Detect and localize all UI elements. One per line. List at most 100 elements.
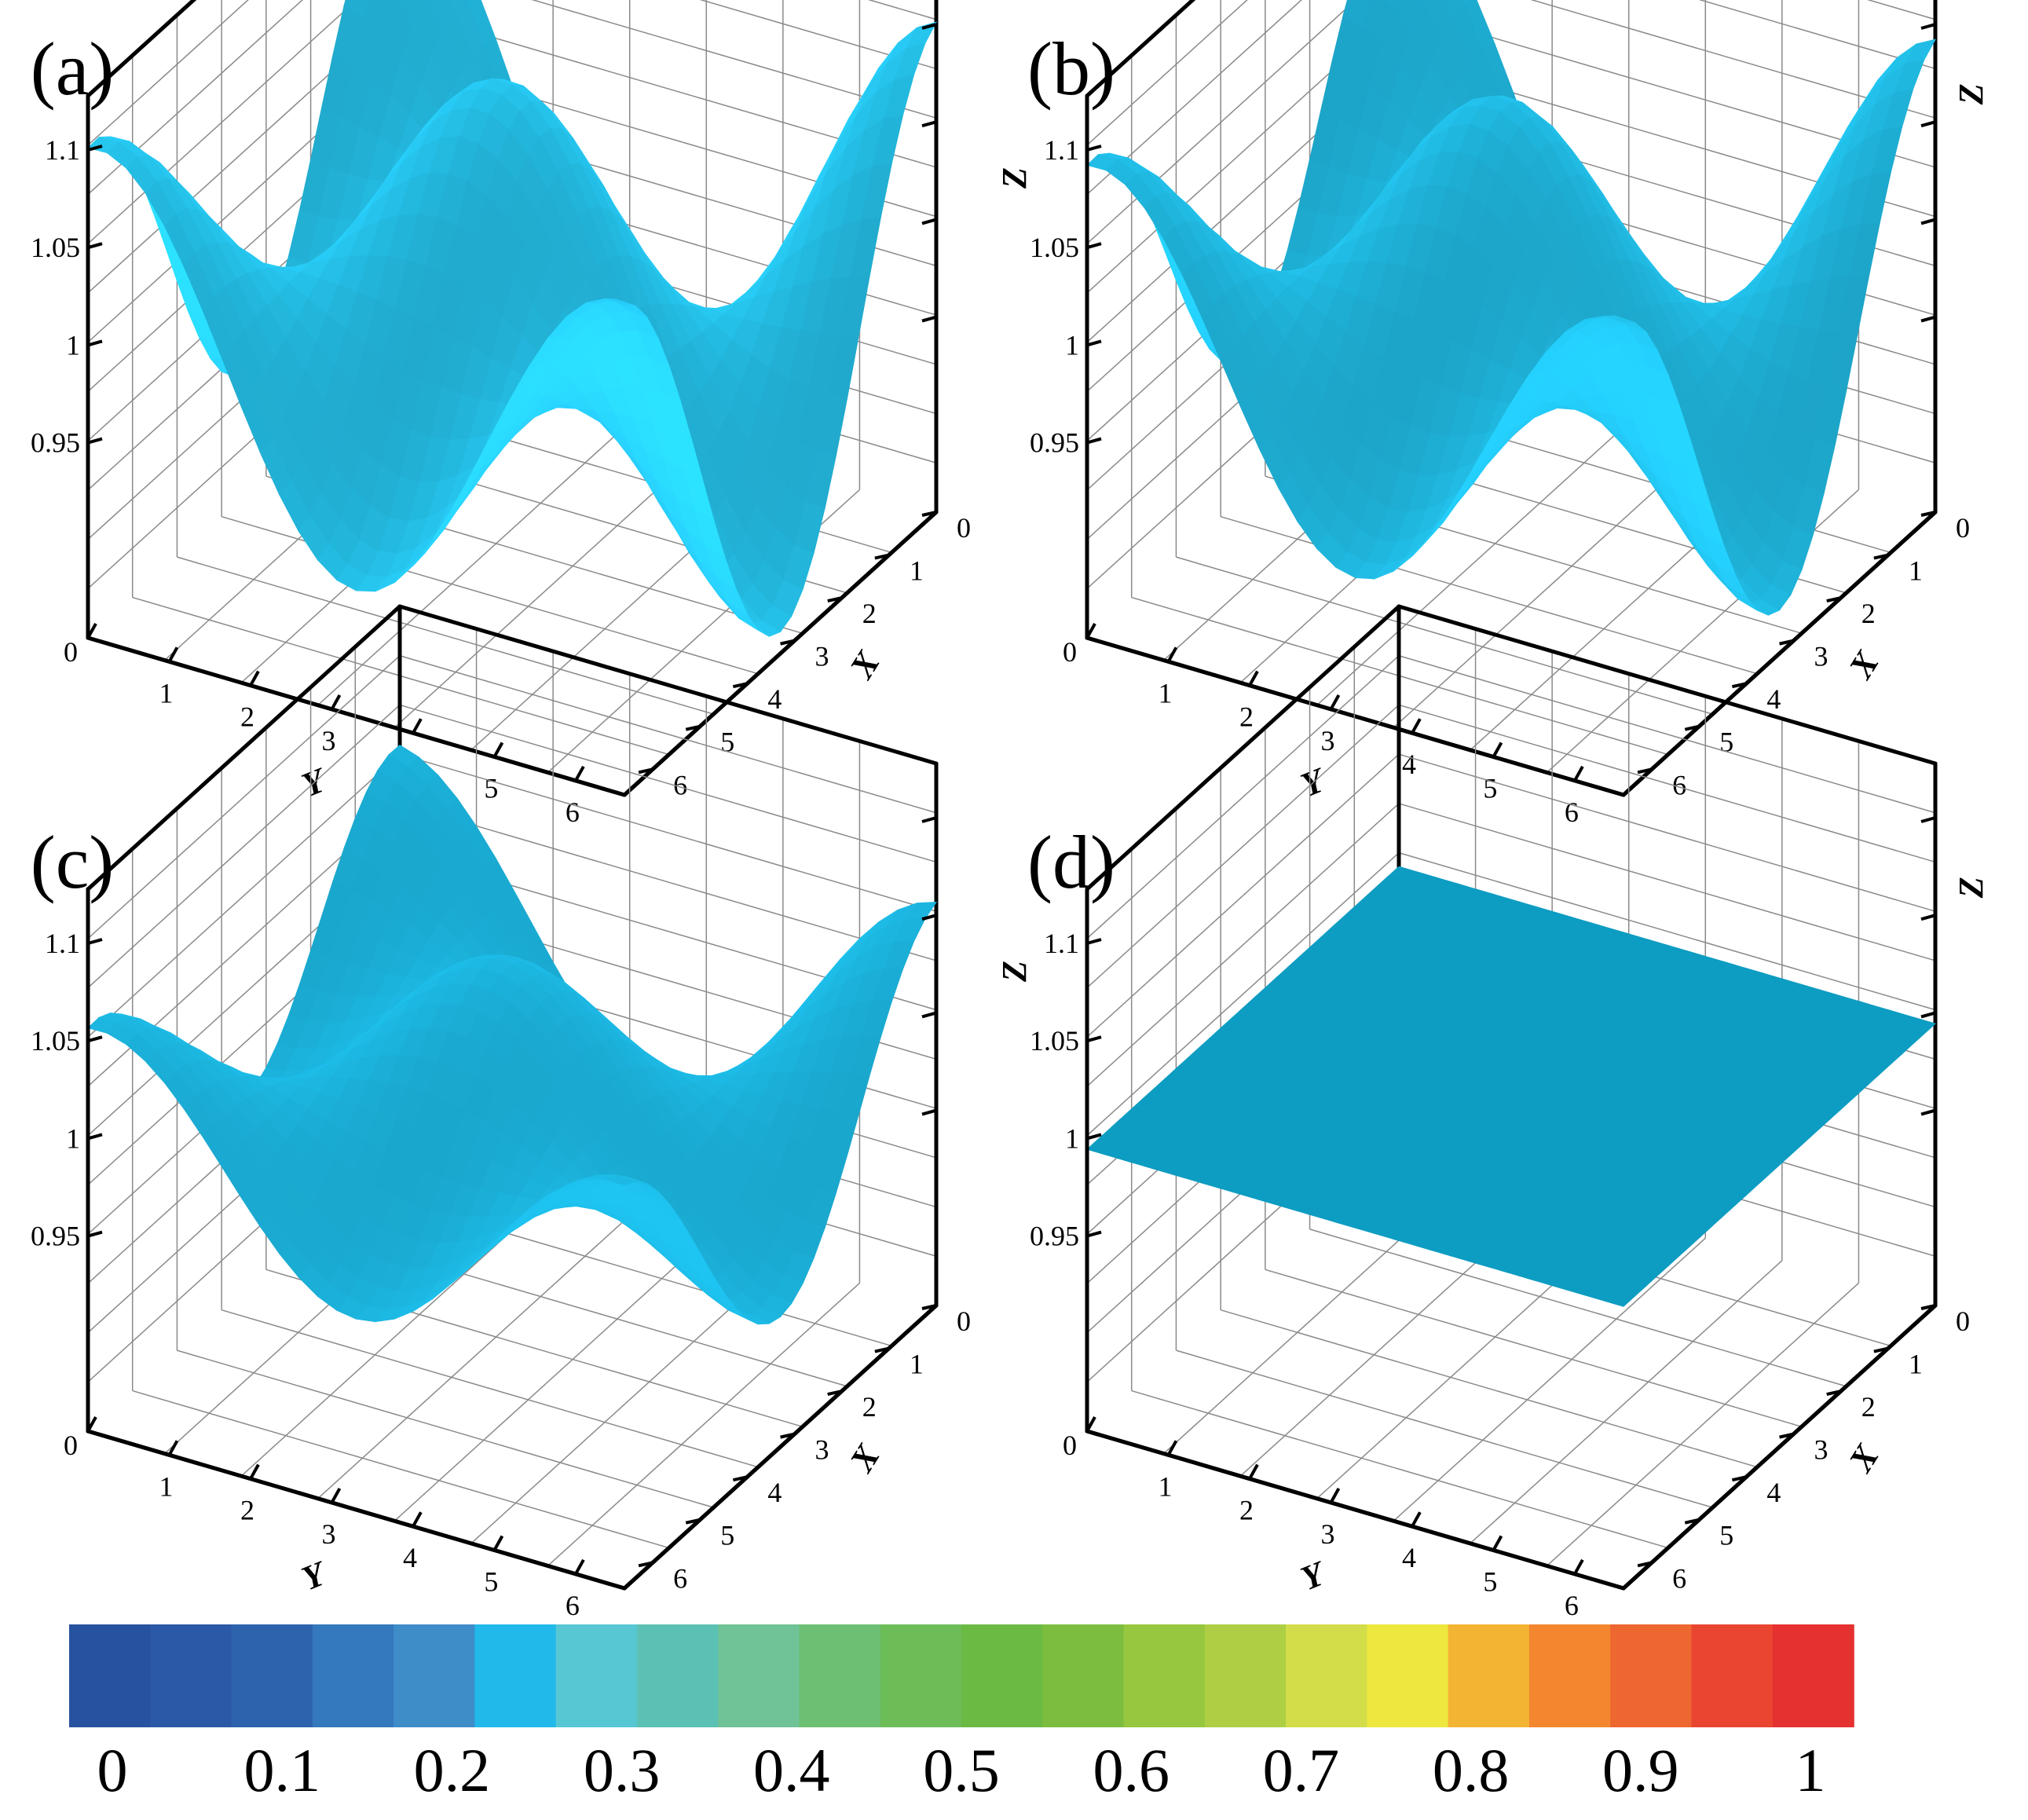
- x-tick-mark: [732, 682, 748, 689]
- z-tick-mark: [87, 339, 103, 347]
- x-tick-mark: [685, 1518, 701, 1525]
- x-tick-label: 2: [1861, 1391, 1876, 1423]
- z-tick-label: 1.1: [45, 928, 80, 959]
- y-tick-mark: [249, 1463, 260, 1480]
- z-tick-label: 0.95: [1030, 1221, 1079, 1252]
- y-tick-mark: [1085, 623, 1096, 639]
- grid-line: [1398, 803, 1936, 961]
- z-axis-title: Z: [995, 961, 1034, 983]
- x-tick-label: 0: [1956, 512, 1970, 544]
- z-tick-label: 1.1: [1044, 928, 1079, 959]
- x-tick-mark: [780, 639, 795, 646]
- axis-line: [86, 1429, 627, 1591]
- y-axis-title: Y: [1295, 1553, 1332, 1598]
- colorbar-segment: [69, 1624, 152, 1727]
- y-tick-label: 3: [321, 725, 335, 756]
- x-tick-label: 1: [1909, 555, 1923, 587]
- colorbar-segment: [718, 1624, 800, 1727]
- panel-label: (d): [1027, 820, 1115, 904]
- grid-line: [1086, 704, 1400, 989]
- colorbar-segment: [1204, 1624, 1287, 1727]
- x-tick-label: 1: [1909, 1349, 1923, 1380]
- grid-line: [1316, 422, 1630, 706]
- colorbar-tick-label: 1: [1796, 1736, 1826, 1804]
- grid-line: [1393, 1237, 1706, 1522]
- colorbar-segment: [799, 1624, 881, 1727]
- z-tick-label: 1: [66, 1122, 80, 1154]
- surface: [87, 0, 937, 637]
- y-tick-mark: [1411, 1511, 1422, 1528]
- z-tick-mark-right: [921, 23, 937, 30]
- surface-patch: [1604, 315, 1635, 323]
- colorbar-segment: [150, 1624, 232, 1727]
- x-tick-label: 5: [1719, 1520, 1733, 1551]
- z-axis-title-right: Z: [1952, 83, 1990, 105]
- x-tick-mark: [921, 511, 937, 517]
- grid-line: [394, 1237, 707, 1522]
- box-edge: [86, 0, 197, 98]
- x-axis-title: X: [1840, 1437, 1887, 1479]
- axis-line: [622, 510, 939, 797]
- z-tick-mark-right: [1920, 1108, 1936, 1116]
- grid-line: [1398, 655, 1936, 814]
- grid-line: [177, 556, 714, 715]
- x-tick-label: 4: [1766, 1477, 1781, 1508]
- grid-line: [1698, 0, 1936, 70]
- x-tick-label: 2: [862, 598, 877, 629]
- x-tick-mark: [827, 596, 843, 603]
- y-tick-mark: [167, 646, 179, 663]
- grid-line: [1398, 753, 1936, 912]
- surface: [1086, 0, 1936, 616]
- x-tick-label: 6: [1672, 1562, 1686, 1594]
- colorbar: 0 0.1 0.2 0.3 0.4 0.5 0.6 0.7 0.8 0.9 1: [69, 1624, 1854, 1804]
- x-tick-mark: [921, 1304, 937, 1310]
- z-tick-mark: [1086, 938, 1102, 945]
- colorbar-tick-label: 0.6: [1093, 1736, 1170, 1804]
- z-tick-mark: [87, 1133, 103, 1141]
- colorbar-segment: [1691, 1624, 1774, 1727]
- z-tick-mark: [1086, 339, 1102, 347]
- colorbar-segment: [231, 1624, 313, 1727]
- x-tick-mark: [780, 1432, 795, 1439]
- z-tick-mark-right: [1920, 23, 1936, 30]
- z-tick-mark-right: [921, 315, 937, 323]
- x-tick-mark: [638, 1561, 653, 1568]
- y-tick-label: 4: [403, 1542, 417, 1573]
- x-tick-mark: [874, 1346, 890, 1353]
- grid-line: [399, 803, 937, 961]
- y-tick-mark: [574, 765, 585, 782]
- grid-line: [399, 704, 937, 863]
- panel-label: (c): [31, 820, 115, 904]
- y-tick-label: 1: [1158, 1470, 1172, 1502]
- colorbar-tick-label: 0.3: [584, 1736, 661, 1804]
- z-tick-label: 1: [1065, 1122, 1079, 1154]
- front-edges: [1085, 93, 1938, 797]
- x-tick-label: 5: [720, 1520, 734, 1551]
- y-tick-label: 6: [566, 796, 580, 828]
- z-tick-label: 0.95: [1030, 427, 1079, 459]
- grid-line: [1398, 851, 1936, 1011]
- y-tick-label: 6: [566, 1590, 580, 1621]
- grid-line: [1309, 1229, 1847, 1387]
- colorbar-segment: [1610, 1624, 1693, 1727]
- x-tick-mark: [1731, 1475, 1747, 1482]
- grid-line: [1546, 1282, 1859, 1566]
- grid-line: [87, 0, 304, 196]
- panel-label: (a): [31, 27, 115, 111]
- y-tick-mark: [1248, 1463, 1259, 1480]
- grid-line: [1470, 1260, 1783, 1544]
- z-tick-mark: [87, 242, 103, 250]
- grid-line: [87, 753, 401, 1038]
- y-tick-mark: [1492, 1535, 1503, 1551]
- y-tick-label: 2: [1239, 1495, 1254, 1526]
- z-tick-mark: [1086, 1133, 1102, 1141]
- z-tick-mark-right: [1920, 315, 1936, 323]
- z-tick-label: 1: [1065, 329, 1079, 361]
- panel-d: (d) 1.1 1.05 1 0.95 Z Z 0 1 2 3 4 5 6 Y 0 1 2 3 4 5 6 X: [995, 604, 1990, 1621]
- z-tick-label: 0.95: [31, 427, 80, 459]
- y-tick-mark: [1166, 1440, 1178, 1456]
- y-tick-mark: [1411, 718, 1422, 734]
- grid-line: [221, 1309, 759, 1468]
- grid-line: [547, 1282, 860, 1566]
